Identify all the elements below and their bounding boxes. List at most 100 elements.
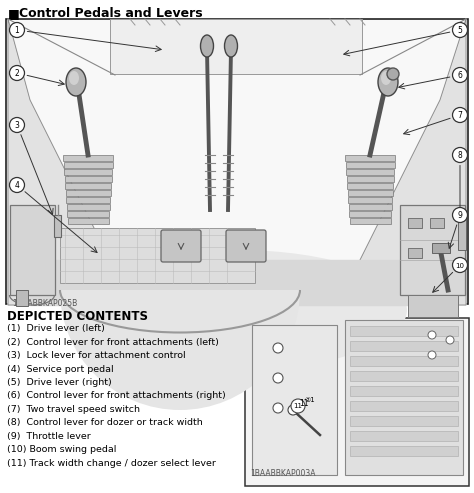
Bar (348, 197, 392, 203)
Bar (432, 243, 450, 253)
Circle shape (273, 373, 283, 383)
Circle shape (453, 257, 467, 273)
Circle shape (9, 177, 25, 192)
Bar (10, 205, 55, 295)
Bar (252, 325, 337, 475)
Bar (348, 190, 393, 196)
Ellipse shape (66, 68, 86, 96)
Bar (350, 446, 458, 456)
Bar (350, 401, 458, 411)
Bar (67, 204, 110, 210)
Bar (347, 183, 393, 189)
Ellipse shape (201, 35, 213, 57)
Text: 1: 1 (15, 26, 19, 35)
Circle shape (273, 343, 283, 353)
Bar (350, 356, 458, 366)
Bar (60, 228, 255, 283)
Text: (4)  Service port pedal: (4) Service port pedal (7, 364, 114, 374)
Bar (350, 218, 391, 224)
Bar (16, 290, 28, 306)
Polygon shape (8, 19, 110, 305)
Bar (65, 176, 112, 182)
Text: (1)  Drive lever (left): (1) Drive lever (left) (7, 324, 105, 333)
Bar (430, 218, 444, 228)
Bar (347, 176, 394, 182)
Text: Control Pedals and Levers: Control Pedals and Levers (19, 7, 202, 20)
Bar (346, 169, 394, 175)
Bar (349, 211, 391, 217)
Bar (245, 318, 469, 486)
Bar (350, 431, 458, 441)
Circle shape (428, 351, 436, 359)
Bar (67, 211, 109, 217)
Text: (2)  Control lever for front attachments (left): (2) Control lever for front attachments … (7, 338, 219, 347)
Polygon shape (360, 19, 466, 305)
Bar (345, 320, 463, 475)
FancyBboxPatch shape (226, 230, 266, 262)
Bar (54, 215, 61, 237)
Bar (6, 19, 468, 304)
Circle shape (9, 66, 25, 80)
Text: 11: 11 (299, 398, 309, 408)
Text: 7: 7 (457, 111, 463, 120)
Circle shape (453, 147, 467, 163)
Circle shape (446, 336, 454, 344)
Bar (68, 218, 109, 224)
Text: DEPICTED CONTENTS: DEPICTED CONTENTS (7, 310, 148, 323)
Text: 9: 9 (457, 211, 463, 220)
Bar (350, 326, 458, 336)
Circle shape (428, 331, 436, 339)
Bar (66, 190, 111, 196)
Circle shape (9, 117, 25, 133)
Circle shape (453, 23, 467, 37)
Text: ■: ■ (8, 7, 20, 20)
Text: 4: 4 (15, 181, 19, 190)
Bar (345, 155, 395, 161)
Circle shape (387, 68, 399, 80)
Ellipse shape (381, 71, 391, 85)
Text: (10) Boom swing pedal: (10) Boom swing pedal (7, 446, 117, 455)
Polygon shape (30, 260, 440, 305)
Bar (66, 197, 110, 203)
Bar (350, 386, 458, 396)
Bar (458, 215, 466, 250)
Wedge shape (60, 290, 300, 410)
Text: 8: 8 (457, 151, 462, 160)
Bar (110, 19, 362, 74)
Text: (8)  Control lever for dozer or track width: (8) Control lever for dozer or track wid… (7, 419, 203, 427)
Ellipse shape (69, 71, 79, 85)
Text: 10: 10 (456, 262, 465, 269)
Circle shape (288, 405, 298, 415)
Circle shape (291, 399, 305, 413)
Text: 2: 2 (15, 69, 19, 78)
Bar (408, 295, 458, 317)
Text: ②1: ②1 (305, 397, 316, 403)
Ellipse shape (225, 35, 237, 57)
Bar (408, 218, 422, 228)
Circle shape (453, 68, 467, 82)
Text: (9)  Throttle lever: (9) Throttle lever (7, 432, 91, 441)
Bar (350, 341, 458, 351)
Circle shape (453, 107, 467, 122)
Circle shape (273, 403, 283, 413)
Ellipse shape (378, 68, 398, 96)
Bar (350, 371, 458, 381)
Text: 1BAABBKAP025B: 1BAABBKAP025B (12, 299, 77, 308)
Bar (65, 183, 111, 189)
Bar (346, 162, 395, 168)
Bar (64, 162, 113, 168)
FancyBboxPatch shape (161, 230, 201, 262)
Text: (11) Track width change / dozer select lever: (11) Track width change / dozer select l… (7, 459, 216, 468)
Text: (6)  Control lever for front attachments (right): (6) Control lever for front attachments … (7, 391, 226, 400)
Text: 6: 6 (457, 71, 463, 80)
Circle shape (453, 208, 467, 222)
Bar (349, 204, 392, 210)
Bar (63, 155, 113, 161)
Bar (400, 205, 465, 295)
Text: 1BAABBKAP003A: 1BAABBKAP003A (250, 469, 316, 478)
Text: 3: 3 (15, 121, 19, 130)
Text: (7)  Two travel speed switch: (7) Two travel speed switch (7, 405, 140, 414)
Text: 5: 5 (457, 26, 463, 35)
Bar (350, 416, 458, 426)
Bar (408, 248, 422, 258)
